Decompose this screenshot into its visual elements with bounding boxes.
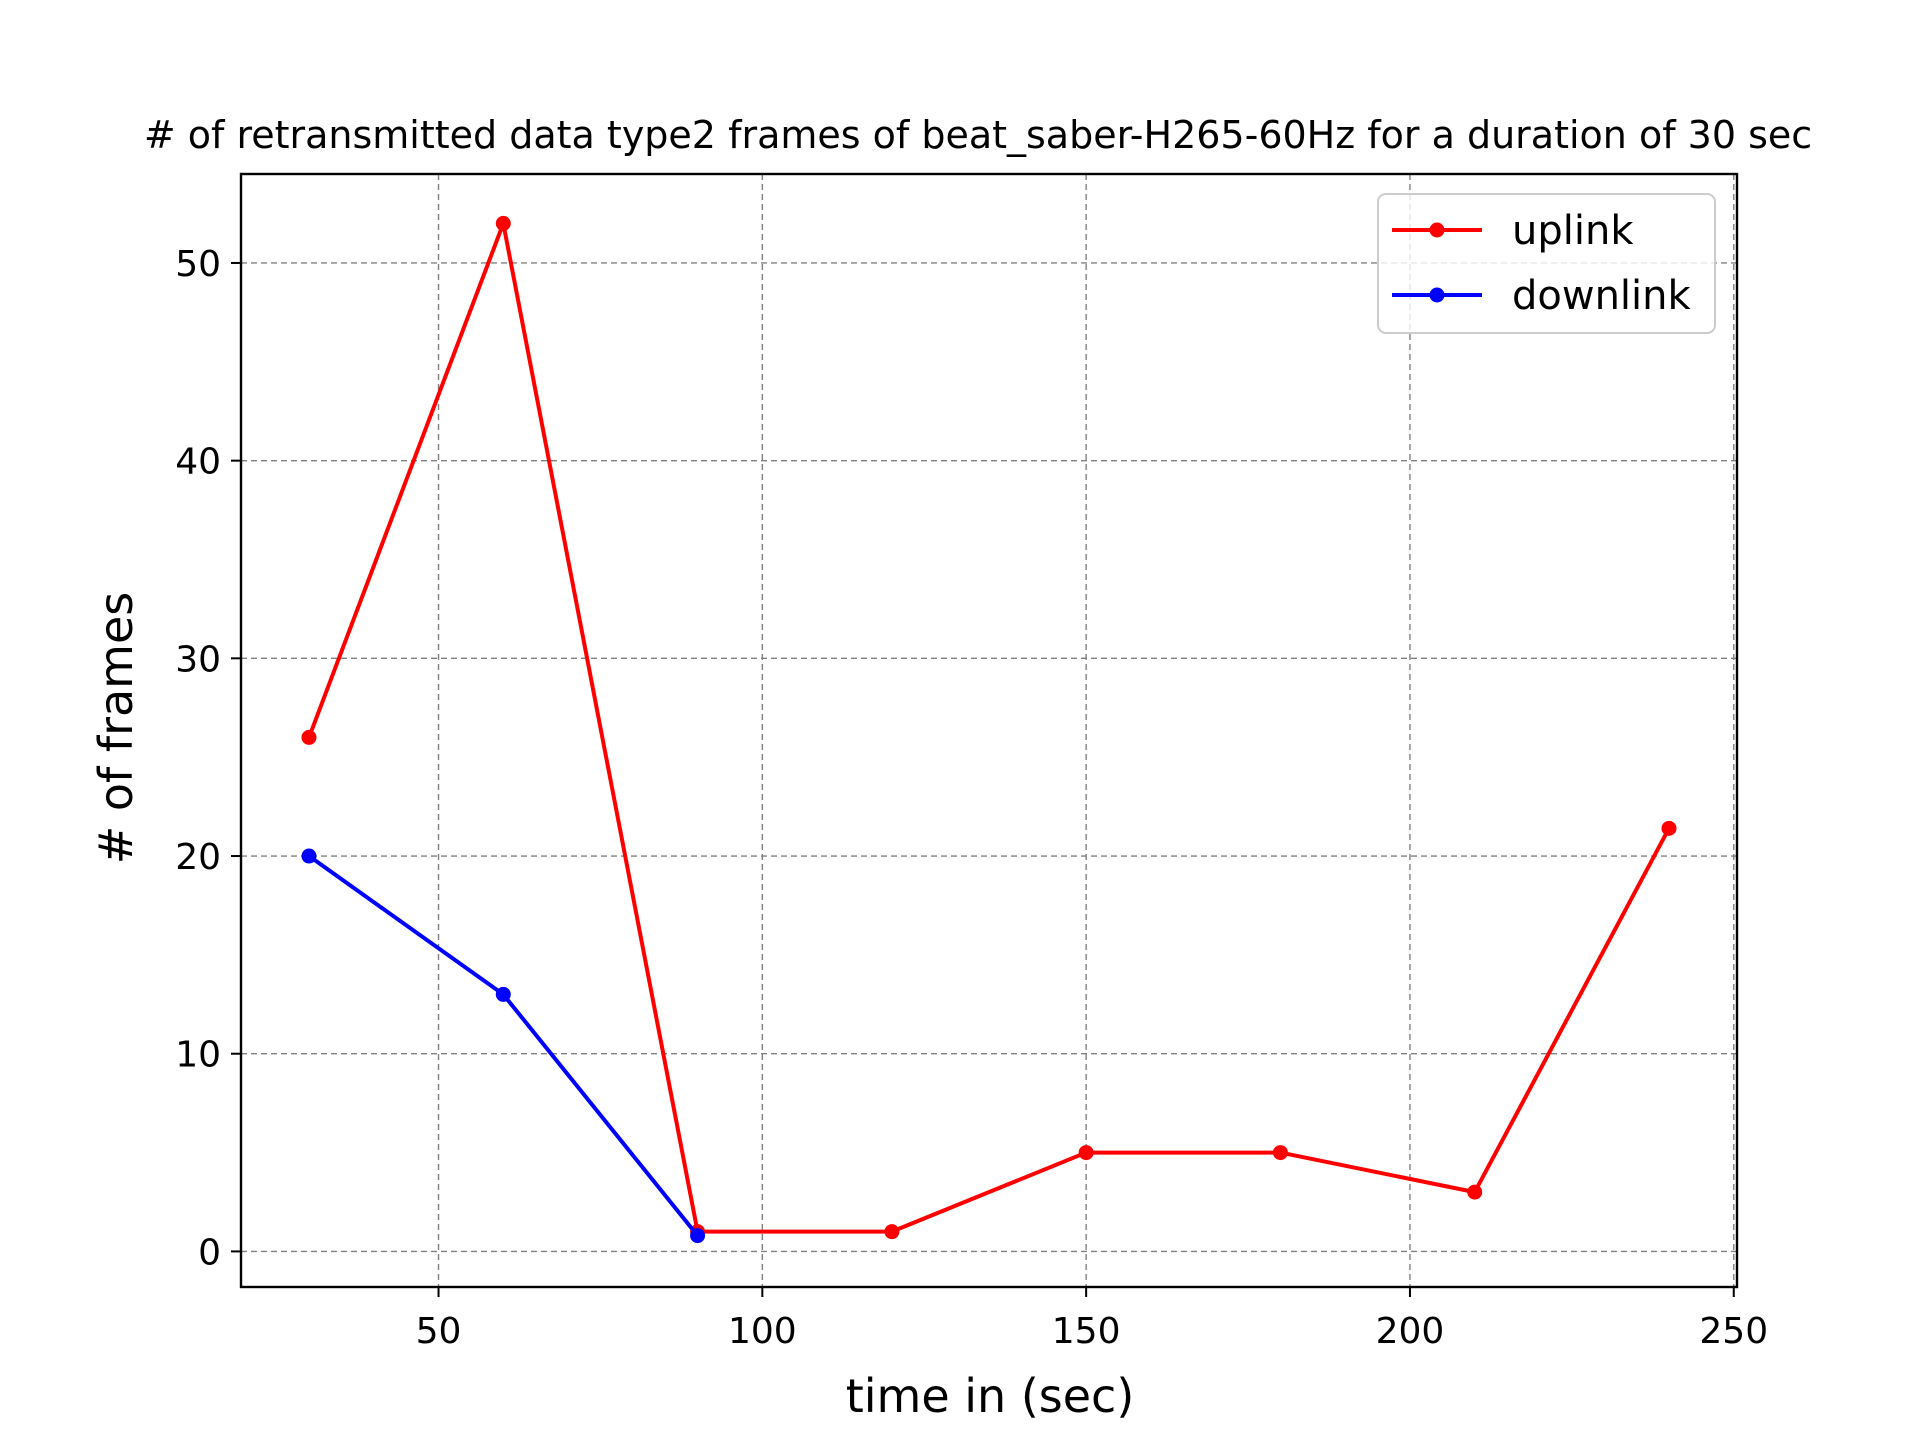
- y-tick-label: 50: [175, 244, 221, 285]
- y-tick-label: 40: [175, 442, 221, 483]
- legend-uplink-marker: [1429, 222, 1445, 238]
- x-axis-ticks: 50 100 150 200 250: [416, 1287, 1768, 1352]
- y-tick-label: 0: [198, 1232, 221, 1273]
- uplink-data-point: [1467, 1184, 1483, 1200]
- uplink-data-point: [1661, 820, 1677, 836]
- downlink-data-point: [301, 848, 317, 864]
- legend: uplink downlink: [1377, 193, 1716, 334]
- grid-lines: [241, 174, 1737, 1287]
- y-tick-label: 30: [175, 639, 221, 680]
- uplink-data-point: [495, 215, 511, 231]
- x-tick-label: 200: [1376, 1311, 1445, 1352]
- x-axis-label: time in (sec): [846, 1369, 1135, 1423]
- x-tick-label: 50: [416, 1311, 462, 1352]
- uplink-data-point: [301, 729, 317, 745]
- x-tick-label: 250: [1699, 1311, 1768, 1352]
- x-tick-label: 100: [728, 1311, 797, 1352]
- legend-downlink-label: downlink: [1512, 273, 1692, 319]
- uplink-series-line: [307, 221, 1671, 1234]
- legend-downlink-marker: [1429, 287, 1445, 303]
- uplink-data-point: [884, 1224, 900, 1240]
- legend-uplink-label: uplink: [1512, 208, 1634, 254]
- y-tick-label: 10: [175, 1035, 221, 1076]
- x-tick-label: 150: [1052, 1311, 1121, 1352]
- y-axis-label: # of frames: [89, 592, 143, 865]
- downlink-series-line: [307, 854, 700, 1237]
- series-layer: [301, 215, 1677, 1244]
- downlink-data-point: [690, 1228, 706, 1244]
- uplink-data-point: [1272, 1145, 1288, 1161]
- chart-title: # of retransmitted data type2 frames of …: [144, 113, 1812, 157]
- y-axis-ticks: 0 10 20 30 40 50: [175, 244, 241, 1273]
- plot-area-frame: [239, 172, 1739, 1289]
- downlink-data-point: [495, 986, 511, 1002]
- uplink-data-point: [1078, 1145, 1094, 1161]
- y-tick-label: 20: [175, 837, 221, 878]
